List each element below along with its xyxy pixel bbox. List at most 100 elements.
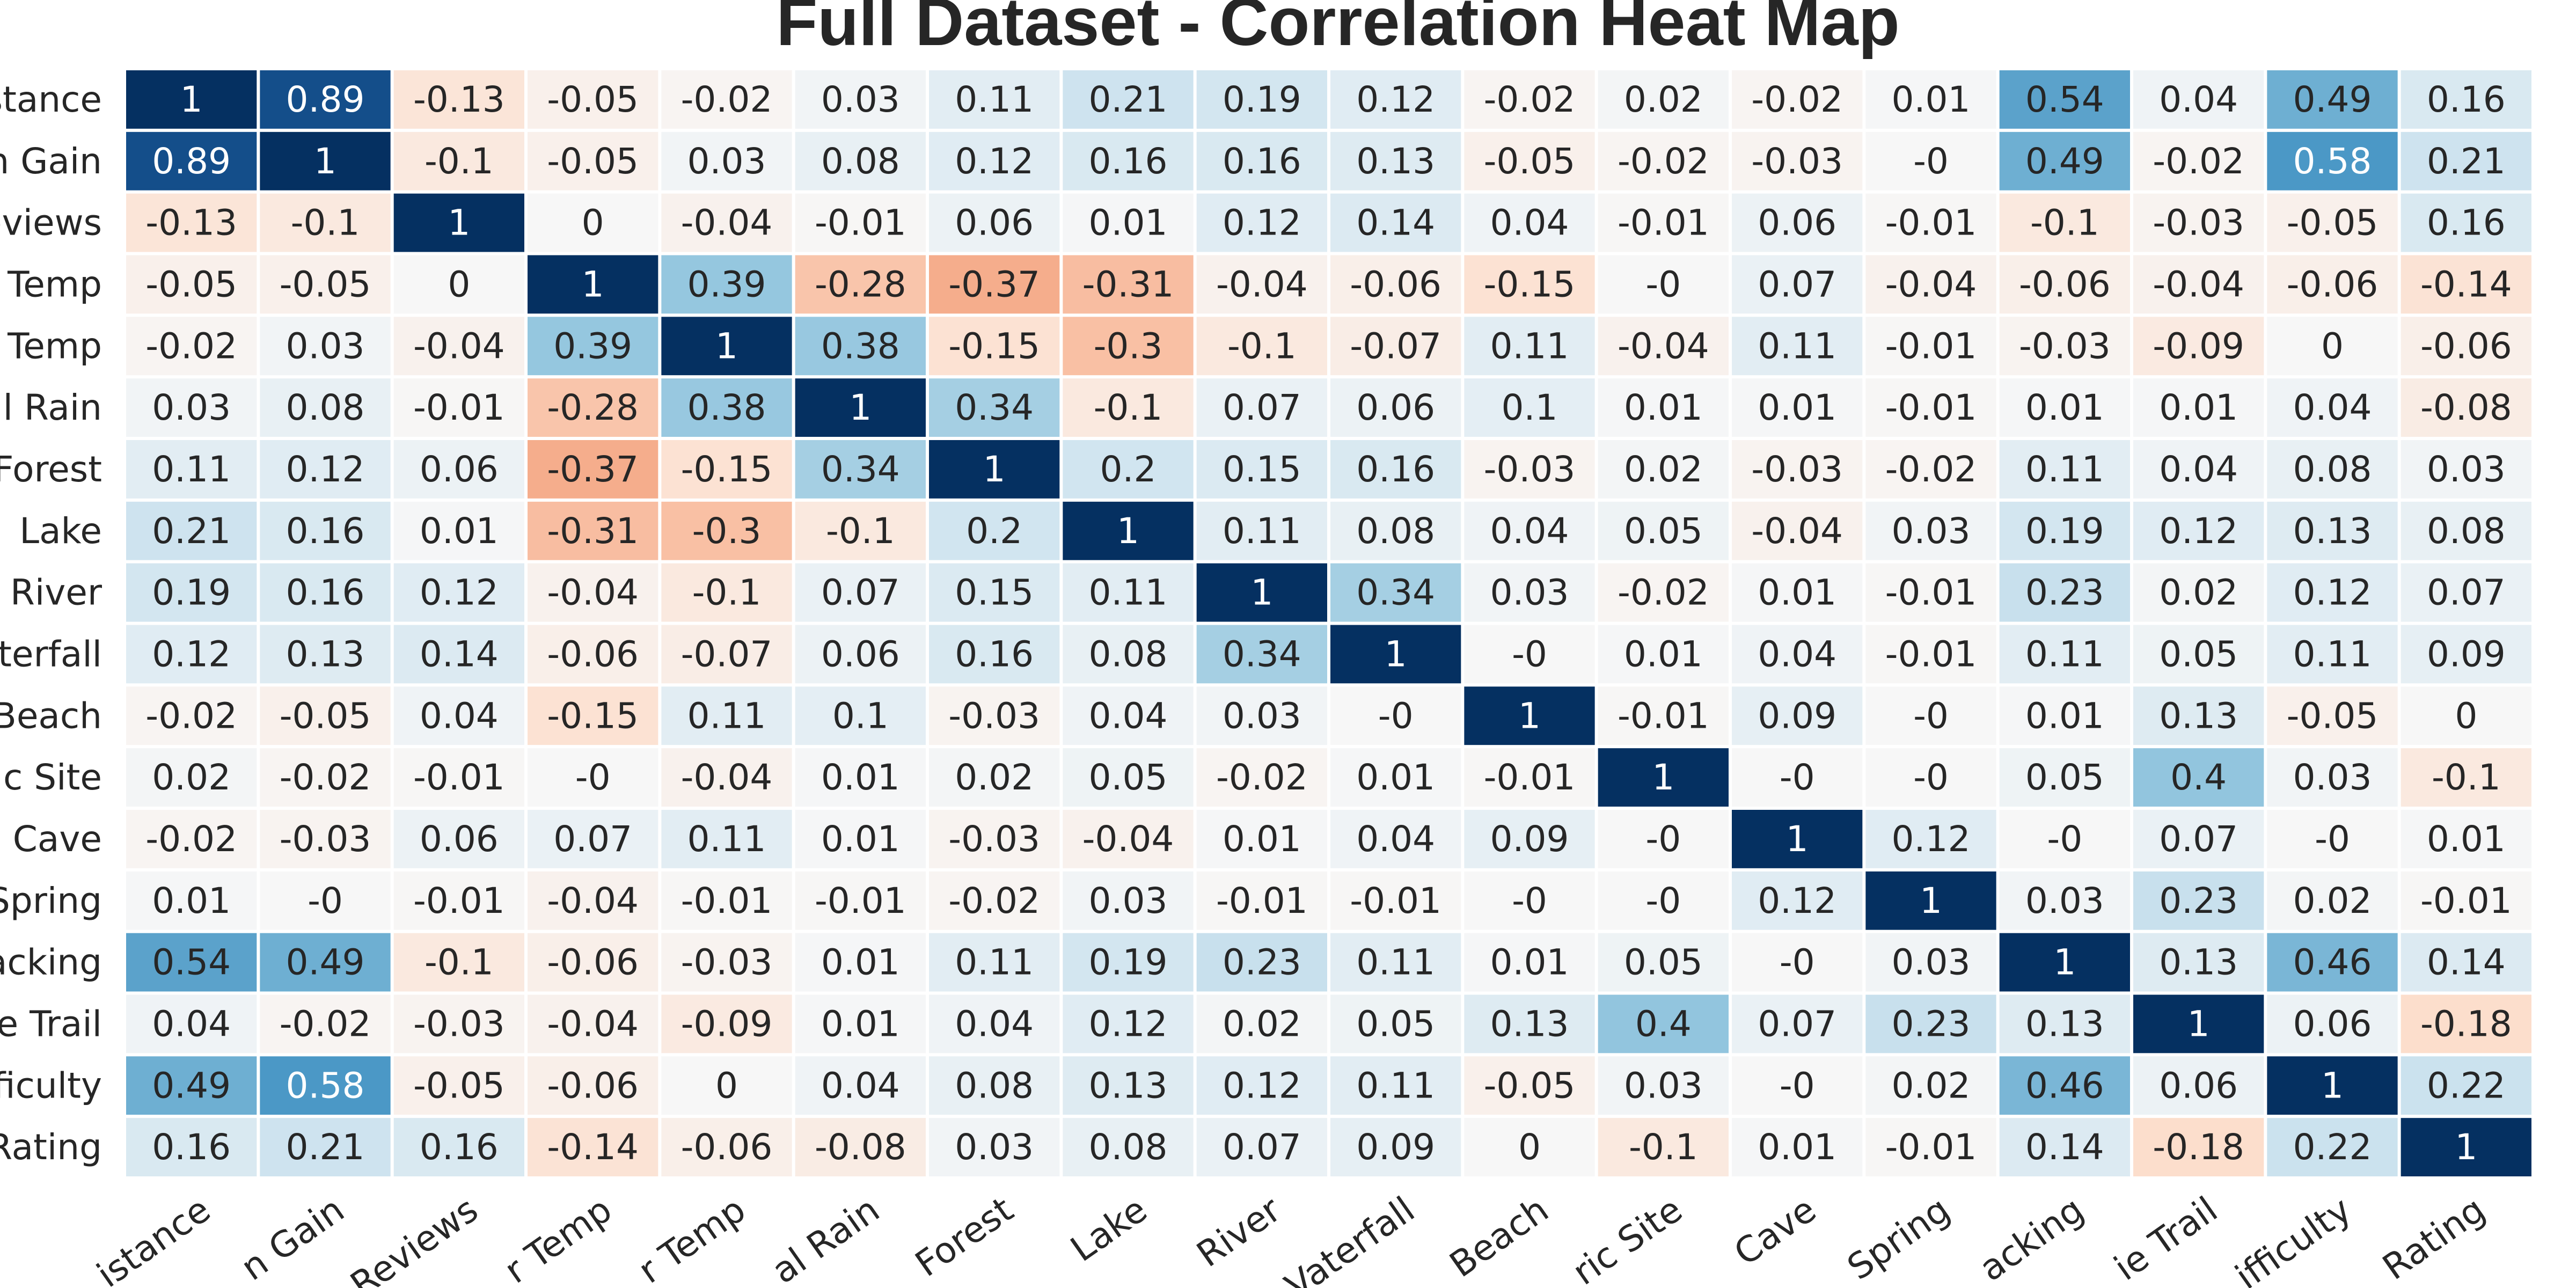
heatmap-cell-label: -0.05: [280, 695, 371, 736]
heatmap-cell-label: 0: [715, 1065, 738, 1106]
heatmap-cell: [1063, 1118, 1194, 1176]
heatmap-cell: [1196, 994, 1327, 1053]
heatmap-cell: [661, 871, 792, 930]
heatmap-cell-label: -0.01: [815, 880, 906, 921]
heatmap-cell-label: 0.01: [420, 510, 499, 552]
heatmap-cell-label: 0.03: [1223, 695, 1301, 736]
heatmap-cell-label: 0.23: [1223, 942, 1301, 983]
heatmap-cell: [661, 1056, 792, 1115]
heatmap-cell-label: 0.05: [1624, 510, 1703, 552]
heatmap-cell: [1330, 317, 1461, 376]
heatmap-cell-label: -0.1: [692, 572, 762, 613]
heatmap-cell-label: 0.21: [2427, 141, 2506, 182]
x-tick-label: Cave: [1727, 1189, 1824, 1274]
heatmap-cell-label: 0.19: [1223, 79, 1301, 120]
heatmap-cell: [2267, 625, 2398, 684]
heatmap-cell-label: -0.06: [2287, 264, 2379, 305]
heatmap-cell: [528, 317, 658, 376]
heatmap-cell-label: 0.02: [1892, 1065, 1971, 1106]
heatmap-cell-label: -0.01: [2420, 880, 2512, 921]
heatmap-cell-label: 0.05: [2159, 633, 2238, 675]
heatmap-cell: [1865, 193, 1996, 252]
heatmap-cell: [260, 70, 391, 129]
heatmap-cell: [2401, 193, 2531, 252]
heatmap-cell: [1598, 563, 1729, 622]
heatmap-cell-label: -0.31: [547, 510, 639, 552]
heatmap-cell: [393, 994, 524, 1053]
heatmap-cell-label: -0.1: [1227, 325, 1297, 367]
heatmap-cell: [929, 255, 1060, 314]
heatmap-cell-label: 0.21: [1089, 79, 1168, 120]
heatmap-cell: [260, 193, 391, 252]
heatmap-cell: [2401, 933, 2531, 992]
heatmap-cell-label: 0.05: [1089, 757, 1168, 798]
heatmap-cell-label: 0.21: [286, 1126, 365, 1168]
heatmap-cell-label: -0.03: [948, 695, 1040, 736]
heatmap-cell-label: -0.02: [1751, 79, 1843, 120]
heatmap-cell: [2133, 70, 2264, 129]
heatmap-cell-label: 0.12: [955, 141, 1034, 182]
heatmap-cell: [1732, 625, 1863, 684]
heatmap-cell: [1865, 625, 1996, 684]
heatmap-cell: [1196, 563, 1327, 622]
heatmap-cell-label: -0.31: [1082, 264, 1174, 305]
heatmap-cell: [1865, 563, 1996, 622]
heatmap-cell-label: 0.08: [1089, 1126, 1168, 1168]
heatmap-cell-label: 0.07: [1758, 264, 1836, 305]
heatmap-cell: [2267, 810, 2398, 868]
heatmap-cell-label: 0.12: [420, 572, 499, 613]
heatmap-cell-label: 0.19: [1089, 942, 1168, 983]
heatmap-cell: [1999, 686, 2130, 745]
heatmap-cell: [1464, 317, 1595, 376]
heatmap-cell-label: 0.19: [2025, 510, 2104, 552]
heatmap-cell-label: 0.06: [420, 818, 499, 860]
heatmap-cell-label: -0: [1913, 695, 1949, 736]
heatmap-cell-label: 0.09: [1490, 818, 1569, 860]
heatmap-cell-label: -0.04: [1082, 818, 1174, 860]
heatmap-cell: [1464, 933, 1595, 992]
heatmap-cell: [528, 748, 658, 807]
heatmap-cell: [795, 748, 926, 807]
x-tick-label: Rating: [2375, 1189, 2492, 1288]
heatmap-cell-label: -0.06: [2420, 325, 2512, 367]
heatmap-cell: [2133, 625, 2264, 684]
heatmap-cell: [1732, 317, 1863, 376]
heatmap-cell-label: -0.05: [145, 264, 237, 305]
heatmap-cell-label: -0: [2315, 818, 2350, 860]
heatmap-cell: [1063, 933, 1194, 992]
heatmap-cell-label: 0.03: [955, 1126, 1034, 1168]
heatmap-cell: [1196, 933, 1327, 992]
heatmap-cell: [126, 933, 257, 992]
heatmap-cell-label: 0.01: [152, 880, 231, 921]
heatmap-cell-label: 0.08: [2427, 510, 2506, 552]
heatmap-cell: [1330, 501, 1461, 560]
heatmap-cell: [1732, 994, 1863, 1053]
y-tick-label: Cave: [13, 818, 102, 860]
heatmap-cell: [1464, 1118, 1595, 1176]
heatmap-cell-label: 0.03: [152, 387, 231, 428]
heatmap-cell: [1598, 193, 1729, 252]
heatmap-cell-label: 0.01: [821, 1003, 900, 1044]
heatmap-cell-label: -0.06: [547, 633, 639, 675]
heatmap-cell: [1865, 378, 1996, 437]
heatmap-cell: [126, 378, 257, 437]
heatmap-cell-label: -0: [308, 880, 343, 921]
heatmap-cell-label: 0.2: [966, 510, 1022, 552]
heatmap-cell-label: 0.01: [1490, 942, 1569, 983]
heatmap-cell: [2401, 625, 2531, 684]
heatmap-cell: [661, 70, 792, 129]
heatmap-cell-label: -0.02: [280, 757, 371, 798]
heatmap-cell: [1598, 378, 1729, 437]
heatmap-cell: [1063, 317, 1194, 376]
heatmap-cell: [929, 748, 1060, 807]
heatmap-cell: [2267, 1118, 2398, 1176]
heatmap-cell-label: 0.01: [821, 757, 900, 798]
heatmap-cell-label: 1: [849, 387, 872, 428]
heatmap-cell-label: -0.1: [425, 942, 494, 983]
heatmap-cell: [1999, 563, 2130, 622]
heatmap-cell-label: 1: [983, 449, 1006, 490]
heatmap-cell-label: -0.37: [948, 264, 1040, 305]
y-tick-label: eviews: [0, 202, 102, 244]
